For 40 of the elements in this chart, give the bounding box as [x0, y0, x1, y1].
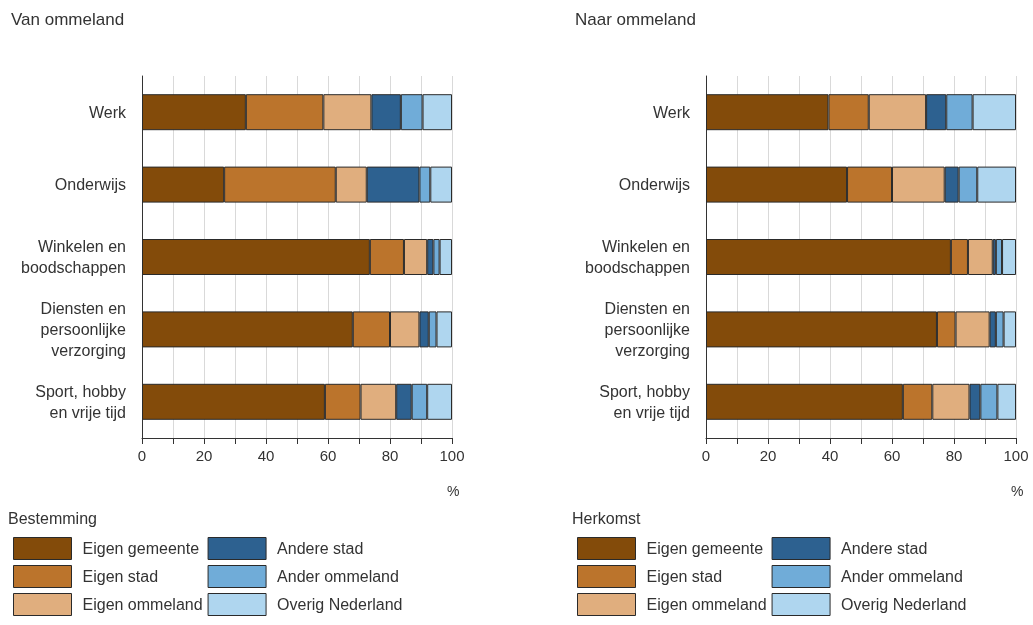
legend-label: Andere stad: [841, 540, 928, 557]
x-tick-label: 100: [1003, 447, 1029, 464]
y-tick-label: Sport, hobby en vrije tijd: [599, 382, 690, 421]
y-tick-label: Onderwijs: [54, 176, 126, 194]
y-tick-label: Werk: [88, 103, 127, 121]
y-tick-label: Onderwijs: [618, 176, 690, 194]
x-axis-title: %: [447, 483, 460, 499]
x-tick-label: 0: [137, 447, 147, 464]
y-tick-label: Winkelen en boodschappen: [585, 238, 690, 276]
chart-title: Naar ommeland: [575, 10, 696, 29]
x-tick-label: 20: [195, 447, 213, 464]
legend-label: Andere stad: [277, 540, 364, 557]
x-tick-label: 40: [821, 447, 839, 464]
legend-label: Eigen gemeente: [82, 540, 200, 557]
legend-label: Eigen ommeland: [82, 596, 203, 613]
legend-label: Ander ommeland: [277, 568, 399, 585]
x-tick-label: 0: [701, 447, 711, 464]
y-tick-label: Winkelen en boodschappen: [21, 238, 126, 276]
x-axis-title: %: [1011, 483, 1024, 499]
y-tick-label: Diensten en persoonlijke verzorging: [40, 299, 127, 359]
legend-title: Bestemming: [8, 509, 97, 527]
x-tick-label: 80: [381, 447, 399, 464]
y-tick-label: Diensten en persoonlijke verzorging: [604, 299, 691, 359]
x-tick-label: 60: [319, 447, 337, 464]
x-tick-label: 40: [257, 447, 275, 464]
legend-label: Eigen gemeente: [646, 540, 764, 557]
legend-label: Overig Nederland: [277, 596, 403, 613]
x-tick-label: 80: [945, 447, 963, 464]
y-tick-label: Sport, hobby en vrije tijd: [35, 382, 126, 421]
legend-label: Eigen stad: [82, 568, 159, 585]
legend-label: Overig Nederland: [841, 596, 967, 613]
legend-label: Eigen ommeland: [646, 596, 767, 613]
chart-title: Van ommeland: [11, 10, 125, 29]
legend-label: Ander ommeland: [841, 568, 963, 585]
x-tick-label: 20: [759, 447, 777, 464]
legend-title: Herkomst: [572, 509, 642, 527]
x-tick-label: 60: [883, 447, 901, 464]
x-tick-label: 100: [439, 447, 465, 464]
y-tick-label: Werk: [652, 103, 691, 121]
legend-label: Eigen stad: [646, 568, 723, 585]
